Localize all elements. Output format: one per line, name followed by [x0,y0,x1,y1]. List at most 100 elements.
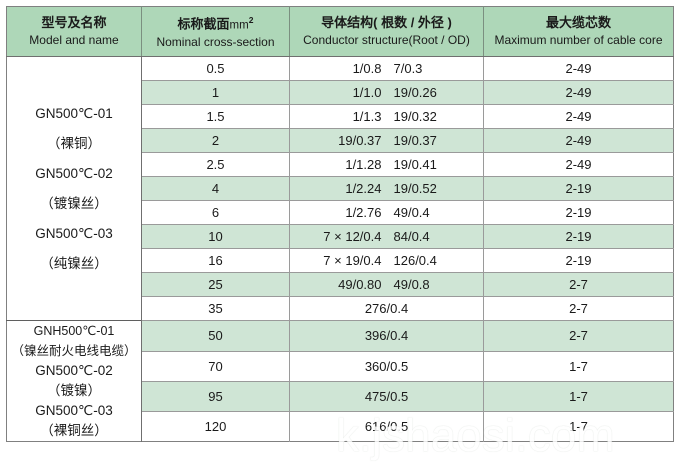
cell-max-cable-core: 2-19 [483,176,674,201]
cell-conductor-structure: 19/0.37 19/0.37 [289,128,484,153]
column-header-core: 最大缆芯数 Maximum number of cable core [483,6,674,58]
cell-nominal-cross-section: 1 [141,80,290,105]
conductor-structure-primary: 616/0.5 [364,419,409,435]
model-name-line: （裸铜丝） [40,423,108,439]
conductor-structure-pair: 7 × 19/0.4 126/0.4 [306,249,468,272]
cell-max-cable-core: 1-7 [483,411,674,442]
cell-conductor-structure: 276/0.4 [289,296,484,321]
conductor-structure-primary: 7 × 12/0.4 [323,229,382,245]
cell-max-cable-core: 2-19 [483,224,674,249]
column-header-core-en: Maximum number of cable core [494,32,663,47]
cell-max-cable-core: 2-19 [483,200,674,225]
table-row: GN500℃-01 （裸铜） GN500℃-02 （镀镍丝） GN500℃-03 （纯镍丝… [6,56,674,321]
conductor-structure-secondary: 7/0.3 [393,61,423,77]
cell-max-cable-core: 2-49 [483,56,674,81]
column-header-model: 型号及名称 Model and name [6,6,142,58]
conductor-structure-secondary: 126/0.4 [393,253,437,269]
cell-nominal-cross-section: 35 [141,296,290,321]
model-name-line: （镍丝耐火电线电缆） [11,344,137,359]
cell-conductor-structure: 616/0.5 [289,411,484,442]
cell-nominal-cross-section: 2 [141,128,290,153]
cell-max-cable-core: 2-7 [483,296,674,321]
cell-conductor-structure: 1/1.0 19/0.26 [289,80,484,105]
cell-nominal-cross-section: 70 [141,350,290,382]
conductor-structure-pair: 1/2.76 49/0.4 [306,201,468,224]
model-name-cell: GN500℃-01 （裸铜） GN500℃-02 （镀镍丝） GN500℃-03 （纯镍丝… [6,56,142,321]
conductor-structure-pair: 49/0.80 49/0.8 [306,273,468,296]
conductor-structure-pair: 1/1.0 19/0.26 [306,81,468,104]
conductor-structure-primary: 1/0.8 [352,61,382,77]
cell-max-cable-core: 1-7 [483,350,674,382]
cell-conductor-structure: 1/0.8 7/0.3 [289,56,484,81]
table-row: 35 276/0.4 2-7 [7,296,674,321]
cell-conductor-structure: 49/0.80 49/0.8 [289,272,484,297]
cell-nominal-cross-section: 0.5 [141,56,290,81]
cell-max-cable-core: 2-49 [483,152,674,177]
model-name-line: GN500℃-03 [35,403,113,419]
model-name-line: GN500℃-02 [35,363,113,379]
table-row: 95 475/0.5 1-7 [7,380,674,412]
table-row: 2 19/0.37 19/0.37 2-49 [7,128,674,153]
conductor-structure-pair: 1/1.3 19/0.32 [306,105,468,128]
table-row: 2.5 1/1.28 19/0.41 2-49 [7,152,674,177]
model-name-line: GN500℃-02 [35,165,113,181]
model-name-line: GN500℃-03 [35,225,113,241]
table-row: 1.5 1/1.3 19/0.32 2-49 [7,104,674,129]
table-row: 6 1/2.76 49/0.4 2-19 [7,200,674,225]
cell-conductor-structure: 7 × 12/0.4 84/0.4 [289,224,484,249]
conductor-structure-pair: 1/2.24 19/0.52 [306,177,468,200]
conductor-structure-pair: 7 × 12/0.4 84/0.4 [306,225,468,248]
cell-max-cable-core: 2-19 [483,248,674,273]
cable-specification-table: 型号及名称 Model and name 标称截面mm2 Nominal cro… [6,6,674,443]
column-header-section-en: Nominal cross-section [156,35,275,50]
table-row: 16 7 × 19/0.4 126/0.4 2-19 [7,248,674,273]
cell-max-cable-core: 2-49 [483,128,674,153]
cell-conductor-structure: 7 × 19/0.4 126/0.4 [289,248,484,273]
cell-nominal-cross-section: 6 [141,200,290,225]
model-name-line: （纯镍丝） [40,255,108,271]
cell-nominal-cross-section: 120 [141,411,290,442]
column-header-core-cn: 最大缆芯数 [545,14,611,30]
cell-nominal-cross-section: 25 [141,272,290,297]
cell-nominal-cross-section: 50 [141,320,290,352]
model-name-lines: GN500℃-01 （裸铜） GN500℃-02 （镀镍丝） GN500℃-03 （纯镍丝… [7,99,141,279]
cell-max-cable-core: 2-7 [483,320,674,352]
model-name-line: GNH500℃-01 [33,324,115,339]
conductor-structure-primary: 1/1.28 [345,157,382,173]
cell-max-cable-core: 2-49 [483,104,674,129]
cell-nominal-cross-section: 95 [141,380,290,412]
conductor-structure-secondary: 49/0.8 [393,277,430,293]
conductor-structure-secondary: 19/0.52 [393,181,437,197]
conductor-structure-primary: 7 × 19/0.4 [323,253,382,269]
table-row: 10 7 × 12/0.4 84/0.4 2-19 [7,224,674,249]
model-name-line: （裸铜） [47,135,101,151]
cell-nominal-cross-section: 2.5 [141,152,290,177]
header-row: 型号及名称 Model and name 标称截面mm2 Nominal cro… [6,6,674,58]
column-header-model-en: Model and name [29,32,119,47]
conductor-structure-primary: 19/0.37 [338,133,382,149]
conductor-structure-secondary: 19/0.41 [393,157,437,173]
model-name-line: GN500℃-01 [35,105,113,121]
cell-nominal-cross-section: 10 [141,224,290,249]
table-row: 70 360/0.5 1-7 [7,350,674,382]
cell-conductor-structure: 1/2.24 19/0.52 [289,176,484,201]
cell-conductor-structure: 396/0.4 [289,320,484,352]
conductor-structure-pair: 1/1.28 19/0.41 [306,153,468,176]
column-header-structure: 导体结构( 根数 / 外径 ) Conductor structure(Root… [289,6,484,58]
cell-max-cable-core: 2-7 [483,272,674,297]
table-body: GN500℃-01 （裸铜） GN500℃-02 （镀镍丝） GN500℃-03 （纯镍丝… [6,56,674,442]
conductor-structure-secondary: 19/0.32 [393,109,437,125]
conductor-structure-secondary: 84/0.4 [393,229,430,245]
column-header-structure-cn: 导体结构( 根数 / 外径 ) [321,14,452,30]
cell-conductor-structure: 360/0.5 [289,350,484,382]
cell-conductor-structure: 475/0.5 [289,380,484,412]
table-row: 1 1/1.0 19/0.26 2-49 [7,80,674,105]
table-row: 25 49/0.80 49/0.8 2-7 [7,272,674,297]
model-name-lines: GNH500℃-01 （镍丝耐火电线电缆） GN500℃-02 （镀镍） GN500℃-… [7,321,141,441]
spec-table-container: 型号及名称 Model and name 标称截面mm2 Nominal cro… [6,6,674,464]
model-name-line: （镀镍） [47,383,101,399]
column-header-section-cn-text: 标称截面 [177,16,230,32]
conductor-structure-pair: 1/0.8 7/0.3 [306,57,468,80]
conductor-structure-primary: 276/0.4 [364,301,409,317]
conductor-structure-primary: 1/2.24 [345,181,382,197]
